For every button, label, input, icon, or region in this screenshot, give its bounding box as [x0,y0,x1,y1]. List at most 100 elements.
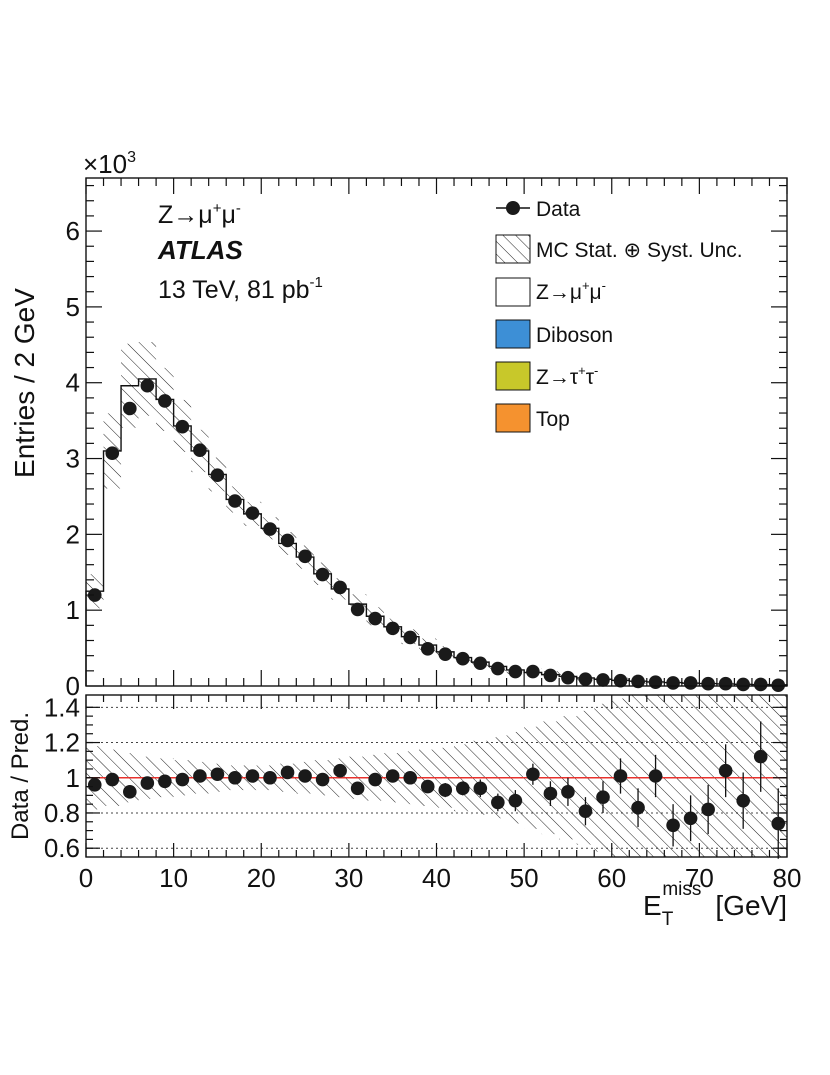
y-tick-label: 4 [66,368,80,398]
ratio-point [771,816,786,831]
data-point [175,419,190,434]
legend-label-zmumu: Z→μ+μ- [536,278,606,304]
ratio-point [123,785,137,799]
ratio-point [368,772,382,787]
y-tick-label: 5 [66,292,80,322]
ratio-y-tick-label: 0.8 [44,798,80,828]
ratio-point [736,793,750,808]
data-point [771,678,786,693]
x-tick-label: 20 [247,863,276,893]
ratio-point [105,772,120,787]
data-point [420,642,435,656]
data-point [596,673,610,687]
ratio-point [87,778,102,792]
x-tick-label: 50 [510,863,539,893]
data-point [718,676,733,691]
ratio-point [753,749,768,764]
data-point [87,588,102,602]
ratio-point [245,769,260,783]
data-point [438,647,453,661]
ratio-y-tick-label: 1.4 [44,692,80,722]
data-point [280,533,295,548]
legend-entry-top: Top [495,403,570,433]
y-tick-label: 2 [66,519,80,549]
ratio-point [613,769,628,783]
ratio-point [596,790,610,804]
mc-uncertainty-band [86,342,787,686]
data-point [736,677,750,692]
data-point [193,443,207,457]
ratio-point [315,772,330,787]
ratio-point [718,763,733,778]
ratio-point [280,765,295,780]
data-point [666,676,680,690]
data-point [350,602,365,617]
main-x-axis [85,178,788,686]
main-y-axis-title: Entries / 2 GeV [9,288,40,478]
x-tick-label: 70 [685,863,714,893]
legend-label-top: Top [536,408,570,431]
ratio-point [683,811,698,826]
energy-lumi-label: 13 TeV, 81 pb-1 [158,274,323,304]
y-tick-label: 0 [66,671,80,701]
data-point [701,676,715,691]
data-point [158,394,172,408]
legend-label-uncertainty: MC Stat. ⊕ Syst. Unc. [536,239,743,262]
ratio-point [543,786,558,801]
ratio-point [631,800,645,815]
ratio-points [87,721,786,859]
ratio-panel: 0.6 0.8 1 1.2 1.4 0 10 20 30 40 50 60 70 80 Data / P… [7,692,802,930]
ratio-point [473,781,488,796]
data-point [648,675,663,690]
ratio-point [210,767,225,782]
ratio-point [193,769,207,783]
data-point [368,611,382,626]
data-point [403,630,418,645]
y-tick-label: 1 [66,595,80,625]
y-multiplier: ×103 [83,149,136,179]
ratio-point [438,783,453,797]
y-tick-label: 6 [66,216,80,246]
ratio-point [526,767,540,782]
x-tick-label: 0 [79,863,93,893]
data-point [228,494,242,508]
ratio-uncertainty-bin [699,695,717,857]
data-point [263,522,277,536]
ratio-point [385,769,400,783]
ratio-point [508,793,523,808]
legend-label-data: Data [536,198,581,221]
data-point [298,549,312,564]
data-point [613,673,628,688]
ratio-point [455,781,470,796]
legend-label-ztautau: Z→τ+τ- [536,363,598,389]
data-point [543,668,558,683]
ratio-y-tick-label: 1.2 [44,728,80,758]
legend-entry-data: Data [496,198,581,221]
ratio-point [298,769,312,783]
ratio-y-axis-title: Data / Pred. [7,712,34,840]
x-tick-label: 80 [773,863,802,893]
ratio-point [561,785,575,799]
legend: Data MC Stat. ⊕ Syst. Unc. Z→μ+μ- Diboso… [495,198,743,433]
y-tick-label: 3 [66,444,80,474]
ratio-point [578,804,593,819]
x-tick-label: 10 [159,863,188,893]
ratio-point [403,770,418,785]
data-point [245,506,260,520]
data-point [491,661,505,676]
legend-entry-zmumu: Z→μ+μ- [495,277,606,307]
data-point [578,672,593,686]
data-point [631,674,645,689]
ratio-point [350,781,365,796]
ratio-y-axis: 0.6 0.8 1 1.2 1.4 [44,692,787,863]
data-point [473,656,488,671]
data-point [315,567,330,582]
data-point [683,676,698,690]
ratio-point [648,769,663,783]
x-tick-label: 60 [597,863,626,893]
ratio-point [491,795,505,810]
data-point [526,664,540,679]
ratio-point [420,779,435,794]
data-point [333,580,347,595]
ratio-point [666,818,680,833]
